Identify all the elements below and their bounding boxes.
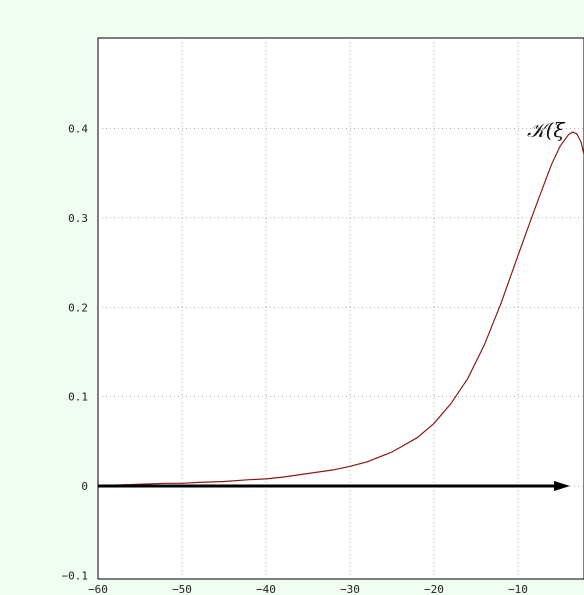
plot-area [97,37,584,580]
y-tick-label: 0 [81,480,88,493]
axes [98,481,570,491]
ticks: −60−50−40−30−20−1001−0.100.10.20.30.4 [62,123,528,595]
x-tick-label: −60 [88,583,108,595]
y-tick-label: 0.3 [68,212,88,225]
y-tick-label: 0.1 [68,391,88,404]
x-axis-arrowhead [554,481,570,491]
x-tick-label: −10 [508,583,528,595]
y-tick-label: 0.2 [68,301,88,314]
y-tick-label: −0.1 [62,569,89,582]
x-tick-label: −30 [340,583,360,595]
x-tick-label: −20 [424,583,444,595]
x-tick-label: −40 [256,583,276,595]
axis-label-k-xi: 𝒦(ξ [527,118,565,142]
x-tick-label: −50 [172,583,192,595]
y-tick-label: 0.4 [68,123,88,136]
series-curve [114,131,584,486]
